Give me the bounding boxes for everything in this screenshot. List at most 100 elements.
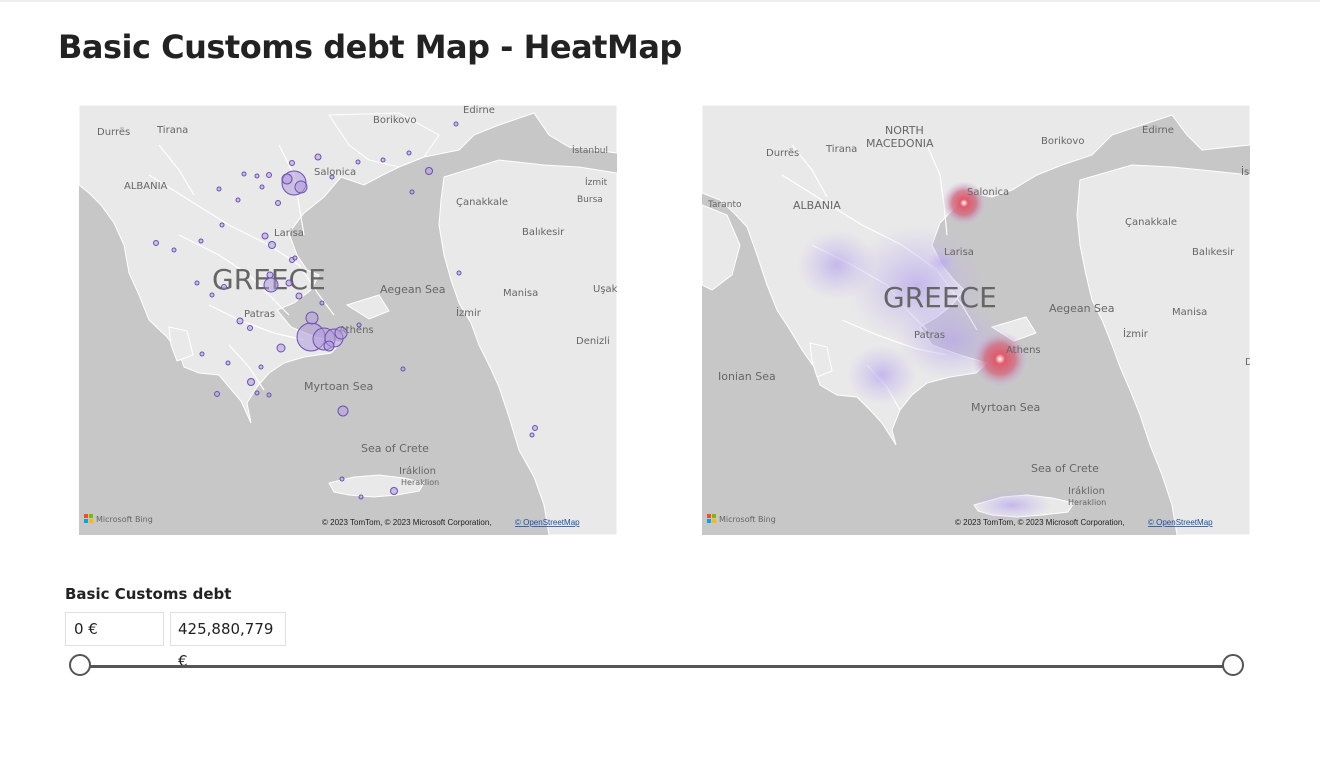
- bubble[interactable]: [337, 405, 349, 417]
- heat-blob: [928, 250, 956, 274]
- bubble[interactable]: [425, 167, 433, 175]
- bubble[interactable]: [254, 390, 260, 396]
- bubble[interactable]: [266, 271, 274, 279]
- bubble[interactable]: [339, 476, 345, 482]
- bubble[interactable]: [334, 326, 348, 340]
- place-label: Iráklion: [1068, 485, 1105, 497]
- place-label: D: [1245, 357, 1250, 368]
- openstreetmap-link[interactable]: © OpenStreetMap: [515, 518, 580, 527]
- land-masses: [79, 105, 617, 535]
- bubble[interactable]: [532, 425, 538, 431]
- bubble[interactable]: [356, 322, 362, 328]
- bubble[interactable]: [258, 364, 264, 370]
- logo-square: [89, 519, 93, 523]
- logo-square: [712, 519, 716, 523]
- bubble[interactable]: [266, 172, 272, 178]
- bubble[interactable]: [529, 432, 535, 438]
- place-label: Denizli: [576, 336, 610, 347]
- bubble[interactable]: [225, 360, 231, 366]
- bubble[interactable]: [236, 317, 244, 325]
- place-label: Manisa: [1172, 307, 1207, 318]
- bubble[interactable]: [247, 325, 253, 331]
- place-label: Patras: [914, 330, 945, 341]
- bubble[interactable]: [194, 280, 200, 286]
- top-border: [0, 0, 1320, 2]
- logo-square: [712, 514, 716, 518]
- bubble[interactable]: [259, 184, 265, 190]
- place-label: Borikovo: [1041, 136, 1084, 147]
- bubble[interactable]: [247, 378, 255, 386]
- bubble[interactable]: [263, 277, 279, 293]
- logo-square: [707, 514, 711, 518]
- place-label: Borikovo: [373, 115, 416, 126]
- range-max-input[interactable]: 425,880,779 €: [170, 612, 286, 670]
- heat-blob: [847, 345, 917, 405]
- bubble[interactable]: [390, 487, 398, 495]
- logo-square: [707, 519, 711, 523]
- bubble[interactable]: [275, 200, 281, 206]
- place-label: İs: [1241, 165, 1249, 178]
- place-label: Manisa: [503, 288, 538, 299]
- bubble[interactable]: [281, 173, 293, 185]
- logo-square: [84, 514, 88, 518]
- heat-blob: [972, 490, 1052, 520]
- bubble[interactable]: [241, 171, 247, 177]
- bubble[interactable]: [409, 189, 415, 195]
- bubble[interactable]: [289, 160, 295, 166]
- bubble[interactable]: [329, 174, 335, 180]
- bubble[interactable]: [276, 343, 286, 353]
- bubble[interactable]: [268, 241, 276, 249]
- bubble[interactable]: [254, 173, 260, 179]
- place-label: Çanakkale: [456, 197, 508, 208]
- bubble[interactable]: [261, 232, 269, 240]
- bubble[interactable]: [358, 494, 364, 500]
- openstreetmap-link[interactable]: © OpenStreetMap: [1148, 518, 1213, 527]
- logo-square: [89, 514, 93, 518]
- map-labels: NORTH MACEDONIA Durrës Tirana Borikovo E…: [707, 124, 1250, 507]
- bubble[interactable]: [355, 159, 361, 165]
- slider-min-handle[interactable]: [69, 654, 91, 676]
- place-label: İzmir: [456, 306, 482, 319]
- place-label: MACEDONIA: [866, 137, 934, 150]
- bubble[interactable]: [285, 279, 293, 287]
- data-bubbles: [153, 121, 538, 500]
- bubble[interactable]: [216, 186, 222, 192]
- place-label: Sea of Crete: [361, 442, 429, 455]
- bubble[interactable]: [456, 270, 462, 276]
- range-min-input[interactable]: 0 €: [65, 612, 164, 646]
- slicer-title: Basic Customs debt: [65, 585, 232, 603]
- bubble[interactable]: [294, 180, 308, 194]
- bubble[interactable]: [295, 292, 303, 300]
- bubble[interactable]: [453, 121, 459, 127]
- bubble[interactable]: [380, 157, 386, 163]
- slider-max-handle[interactable]: [1222, 654, 1244, 676]
- bubble[interactable]: [406, 150, 412, 156]
- bubble[interactable]: [219, 222, 225, 228]
- map-labels: Durrës Tirana ALBANIA Borikovo Edirne İs…: [97, 105, 617, 487]
- place-label: Taranto: [707, 200, 742, 210]
- bubble[interactable]: [266, 392, 272, 398]
- place-label: İstanbul: [572, 145, 608, 156]
- slider-track[interactable]: [80, 665, 1233, 668]
- bubble[interactable]: [305, 311, 319, 325]
- place-label: Iráklion: [399, 465, 436, 477]
- bubble-map[interactable]: Durrës Tirana ALBANIA Borikovo Edirne İs…: [79, 105, 617, 535]
- bubble[interactable]: [171, 247, 177, 253]
- bubble-map-canvas: Durrës Tirana ALBANIA Borikovo Edirne İs…: [79, 105, 617, 535]
- bubble[interactable]: [198, 238, 204, 244]
- heat-hotspot: [972, 331, 1028, 387]
- bubble[interactable]: [235, 197, 241, 203]
- bubble[interactable]: [400, 366, 406, 372]
- bubble[interactable]: [314, 153, 322, 161]
- bubble[interactable]: [292, 255, 298, 261]
- bubble[interactable]: [214, 391, 220, 397]
- bubble[interactable]: [319, 300, 325, 306]
- heat-map[interactable]: NORTH MACEDONIA Durrës Tirana Borikovo E…: [702, 105, 1250, 535]
- place-label: Çanakkale: [1125, 217, 1177, 228]
- bubble[interactable]: [221, 284, 227, 290]
- map-attribution: © 2023 TomTom, © 2023 Microsoft Corporat…: [955, 518, 1125, 527]
- bubble[interactable]: [199, 351, 205, 357]
- bubble[interactable]: [153, 240, 159, 246]
- bubble[interactable]: [323, 340, 335, 352]
- bubble[interactable]: [209, 292, 215, 298]
